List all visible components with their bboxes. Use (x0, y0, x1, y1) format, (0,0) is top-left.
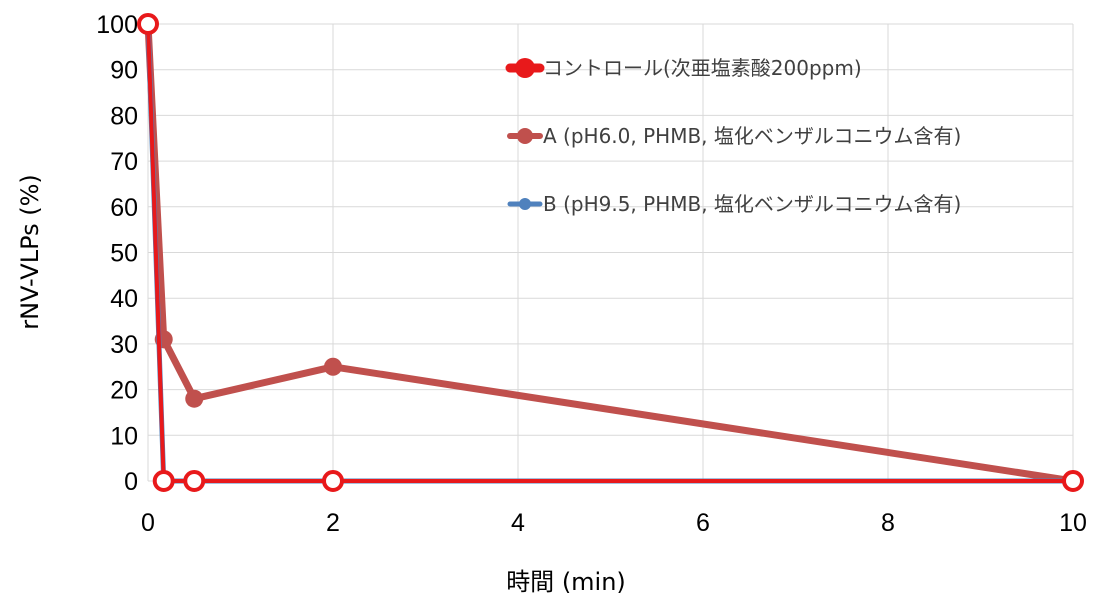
series-group (137, 13, 1084, 492)
y-tick-label: 90 (110, 57, 138, 85)
y-tick-label: 70 (110, 148, 138, 176)
legend-swatch-marker (515, 58, 535, 78)
legend-entry: A (pH6.0, PHMB, 塩化ベンザルコニウム含有) (507, 124, 961, 148)
legend-label: A (pH6.0, PHMB, 塩化ベンザルコニウム含有) (543, 124, 961, 148)
y-tick-label: 40 (110, 285, 138, 313)
y-tick-label: 20 (110, 377, 138, 405)
legend-label: コントロール(次亜塩素酸200ppm) (543, 56, 862, 80)
y-tick-label: 30 (110, 331, 138, 359)
x-tick-label: 8 (881, 509, 895, 537)
data-point (185, 389, 204, 408)
data-point (324, 357, 342, 376)
data-point (322, 470, 344, 492)
legend-entry: コントロール(次亜塩素酸200ppm) (505, 56, 862, 80)
x-tick-label: 0 (141, 509, 155, 537)
y-tick-label: 10 (110, 422, 138, 450)
legend-swatch-marker (517, 128, 533, 144)
legend-label: B (pH9.5, PHMB, 塩化ベンザルコニウム含有) (543, 192, 961, 216)
y-tick-label: 100 (96, 11, 138, 39)
legend-swatch-marker (519, 198, 531, 210)
data-point (152, 470, 175, 492)
gridlines (147, 23, 1074, 482)
series (137, 13, 1084, 492)
x-tick-label: 2 (326, 509, 340, 537)
data-point (1062, 470, 1084, 492)
legend-entry: B (pH9.5, PHMB, 塩化ベンザルコニウム含有) (507, 192, 961, 216)
axis-ticks: 0 10 20 30 40 50 60 70 80 90 100 0 2 4 6 8 10 (96, 11, 1087, 537)
y-tick-label: 0 (124, 468, 138, 496)
data-point (183, 470, 206, 492)
y-tick-label: 50 (110, 240, 138, 268)
y-tick-label: 80 (110, 102, 138, 130)
x-tick-label: 10 (1059, 509, 1087, 537)
x-tick-label: 6 (696, 509, 710, 537)
y-axis-title: rNV-VLPs (%) (16, 174, 44, 330)
x-tick-label: 4 (511, 509, 525, 537)
y-tick-label: 60 (110, 194, 138, 222)
x-axis-title: 時間 (min) (506, 568, 626, 596)
data-point (137, 13, 159, 35)
legend: コントロール(次亜塩素酸200ppm) A (pH6.0, PHMB, 塩化ベンザ… (505, 56, 961, 216)
